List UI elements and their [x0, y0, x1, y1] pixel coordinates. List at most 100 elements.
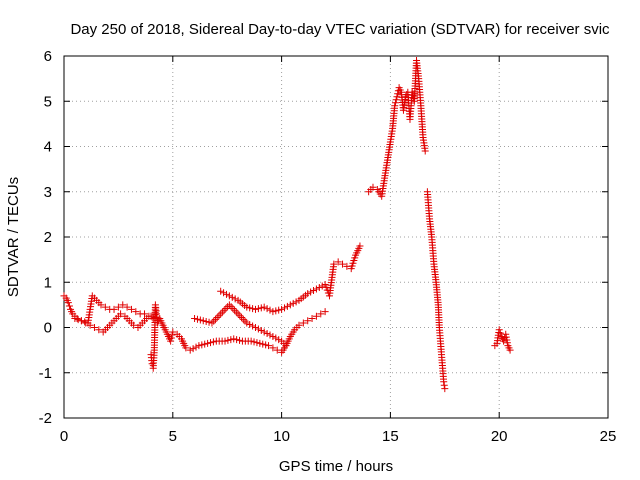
data-point: [243, 303, 251, 311]
data-point: [130, 321, 138, 329]
data-point: [269, 344, 277, 352]
data-point: [334, 258, 342, 266]
data-point-fill: [213, 314, 221, 322]
data-point: [441, 385, 449, 393]
data-point: [495, 326, 503, 334]
data-point: [64, 299, 72, 307]
data-point: [269, 308, 277, 316]
data-point: [391, 102, 399, 110]
data-point: [317, 310, 325, 318]
data-point-fill: [496, 329, 504, 337]
data-point: [119, 301, 127, 309]
data-point: [230, 335, 238, 343]
data-point: [97, 301, 105, 309]
data-point: [304, 317, 312, 325]
data-point-fill: [254, 305, 262, 313]
data-point-fill: [266, 331, 274, 339]
x-tick-label: 10: [273, 428, 290, 445]
data-point: [506, 346, 514, 354]
data-point-fill: [254, 325, 262, 333]
data-point-fill: [266, 306, 274, 314]
data-point-fill: [250, 338, 258, 346]
data-point-fill: [229, 304, 237, 312]
data-point-fill: [202, 317, 210, 325]
data-point: [71, 314, 79, 322]
data-point-fill: [263, 305, 271, 313]
data-point: [286, 301, 294, 309]
data-point-fill: [207, 339, 215, 347]
data-point: [208, 319, 216, 327]
data-point: [199, 317, 207, 325]
data-point-fill: [224, 336, 232, 344]
data-point-fill: [292, 298, 300, 306]
data-point-fill: [198, 341, 206, 349]
data-point-fill: [81, 318, 89, 326]
data-point-fill: [249, 322, 257, 330]
data-point: [95, 326, 103, 334]
series-mid-track-1: [71, 292, 162, 327]
data-point: [221, 337, 229, 345]
data-point: [265, 342, 273, 350]
data-point: [77, 317, 85, 325]
data-point-fill: [307, 288, 315, 296]
data-point: [191, 314, 199, 322]
data-point: [225, 292, 233, 300]
data-point-fill: [74, 316, 82, 324]
series-evening-lower: [186, 308, 329, 356]
data-point-fill: [231, 306, 239, 314]
data-point-fill: [209, 338, 217, 346]
x-axis-label: GPS time / hours: [279, 458, 393, 475]
data-point: [295, 321, 303, 329]
data-point-fill: [263, 330, 271, 338]
data-point-fill: [246, 320, 254, 328]
data-point-fill: [218, 308, 226, 316]
data-point: [127, 305, 135, 313]
data-point: [186, 346, 194, 354]
series-storm-rise: [365, 57, 429, 200]
data-point: [278, 305, 286, 313]
series-evening-mid: [191, 301, 290, 350]
series-storm-fall: [423, 188, 449, 393]
data-point: [117, 310, 125, 318]
data-point-fill: [227, 303, 235, 311]
data-point: [260, 328, 268, 336]
data-point-fill: [222, 304, 230, 312]
data-point: [243, 319, 251, 327]
series-evening-upper: [217, 242, 364, 316]
data-point: [101, 303, 109, 311]
tick-layer: 0 5 10 15 20 25 -2 -1 0 1 2 3 4 5 6: [39, 48, 617, 445]
data-point-fill: [189, 345, 197, 353]
grid-layer: [64, 56, 608, 418]
data-point-fill: [65, 302, 73, 310]
data-point-fill: [259, 340, 267, 348]
y-tick-label: 0: [44, 320, 52, 337]
data-point: [421, 147, 429, 155]
data-point-fill: [275, 306, 283, 314]
data-point-fill: [236, 312, 244, 320]
data-point: [312, 312, 320, 320]
data-point-fill: [281, 304, 289, 312]
y-tick-label: 3: [44, 184, 52, 201]
data-point: [500, 337, 508, 345]
data-point: [321, 308, 329, 316]
data-point: [217, 287, 225, 295]
data-point: [440, 378, 448, 386]
data-point-fill: [167, 334, 175, 342]
series-late-cluster: [491, 326, 514, 354]
data-point-fill: [205, 318, 213, 326]
data-point-fill: [239, 315, 247, 323]
data-point-fill: [241, 317, 249, 325]
y-tick-label: -1: [39, 365, 52, 382]
data-point: [132, 308, 140, 316]
data-point-fill: [220, 289, 228, 297]
data-point: [145, 312, 153, 320]
data-point: [195, 342, 203, 350]
data-point-fill: [394, 90, 402, 98]
data-point: [182, 344, 190, 352]
data-point-fill: [193, 315, 201, 323]
data-point-fill: [394, 87, 402, 95]
data-point: [141, 310, 149, 318]
data-point-fill: [310, 287, 318, 295]
data-point-fill: [257, 304, 265, 312]
